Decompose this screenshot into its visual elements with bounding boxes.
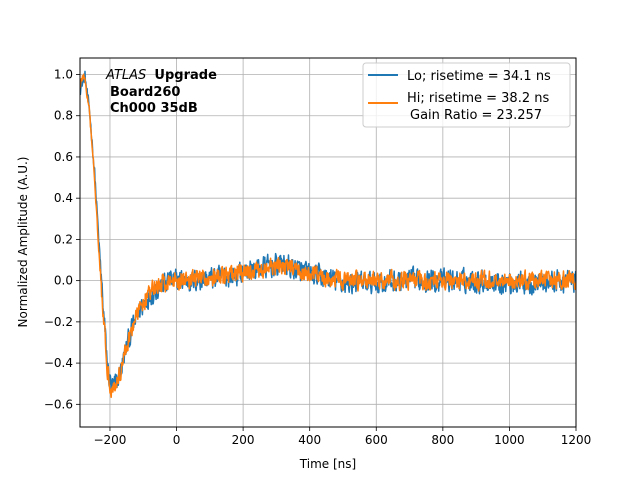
y-tick-label: 0.0 [54,274,73,288]
plot-frame [79,57,577,428]
x-axis-ticks: −200 0 200 400 600 800 1000 1200 [93,427,591,447]
y-tick-label: −0.6 [44,397,73,411]
y-tick-label: 0.4 [54,191,73,205]
upgrade-label: Upgrade [154,68,217,83]
x-tick-label: 800 [431,433,454,447]
legend-gain-ratio: Gain Ratio = 23.257 [410,108,542,123]
y-tick-label: 0.8 [54,109,73,123]
y-tick-label: −0.4 [44,356,73,370]
x-tick-label: −200 [93,433,126,447]
series-layer [80,70,576,398]
y-tick-label: 0.2 [54,232,73,246]
channel-label: Ch000 35dB [110,101,198,116]
y-tick-label: −0.2 [44,315,73,329]
legend: Lo; risetime = 34.1 ns Hi; risetime = 38… [362,62,571,128]
svg-text:ATLAS Upgrade: ATLAS Upgrade [105,68,217,83]
board-label: Board260 [110,85,180,100]
legend-hi-label: Hi; risetime = 38.2 ns [407,91,549,106]
atlas-annotation: ATLAS Upgrade Board260 Ch000 35dB [105,68,217,116]
x-tick-label: 0 [173,433,181,447]
y-axis-label: Normalized Amplitude (A.U.) [16,157,30,328]
series-hi-line [80,73,576,398]
y-axis-ticks: −0.6 −0.4 −0.2 0.0 0.2 0.4 0.6 0.8 1.0 [44,67,80,411]
y-tick-label: 0.6 [54,150,73,164]
x-axis-label: Time [ns] [299,457,356,471]
x-tick-label: 600 [365,433,388,447]
x-tick-label: 1200 [561,433,592,447]
x-tick-label: 400 [298,433,321,447]
y-tick-label: 1.0 [54,67,73,81]
x-tick-label: 1000 [494,433,525,447]
legend-lo-label: Lo; risetime = 34.1 ns [407,69,551,84]
legend-box [362,62,571,128]
x-tick-label: 200 [232,433,255,447]
atlas-label: ATLAS [105,68,146,83]
